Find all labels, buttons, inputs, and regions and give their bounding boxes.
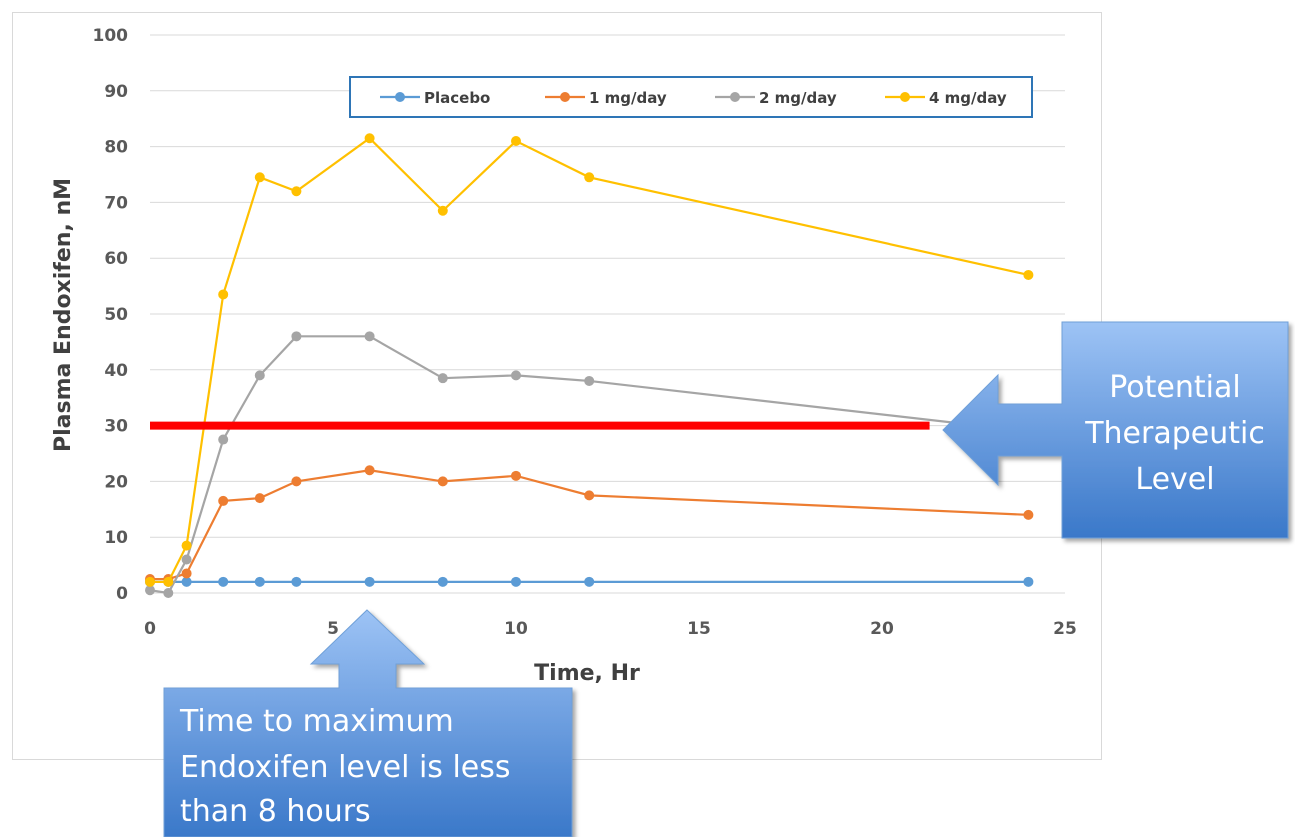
x-tick-label: 25 — [1053, 619, 1077, 639]
x-axis-title: Time, Hr — [534, 661, 640, 686]
x-tick-label: 0 — [144, 619, 156, 639]
data-point — [511, 370, 521, 381]
tmax-callout-line: Time to maximum — [179, 704, 454, 739]
tmax-callout-line: than 8 hours — [180, 794, 371, 829]
data-point — [291, 186, 302, 197]
data-point — [218, 289, 229, 300]
legend-label: Placebo — [424, 89, 490, 107]
data-point — [511, 136, 521, 147]
data-point — [584, 576, 595, 587]
legend-item: 2 mg/day — [715, 89, 837, 107]
data-point — [364, 576, 375, 587]
therapeutic-callout-text: Potential Therapeutic Level — [1084, 370, 1265, 497]
therapeutic-callout-line: Level — [1135, 462, 1214, 497]
gridlines — [150, 34, 1065, 594]
y-axis-title: Plasma Endoxifen, nM — [51, 178, 76, 452]
data-point — [291, 476, 302, 487]
y-tick-label: 60 — [104, 249, 128, 269]
series-line — [149, 335, 1029, 595]
legend-item: Placebo — [380, 89, 490, 107]
y-tick-labels: 0 10 20 30 40 50 60 70 80 90 100 — [93, 26, 129, 604]
data-point — [181, 540, 192, 551]
data-point — [1023, 269, 1034, 280]
legend-marker — [395, 92, 405, 102]
series-4-mg-day — [145, 133, 1034, 587]
x-tick-labels: 0 5 10 15 20 25 — [144, 619, 1077, 639]
legend-marker — [560, 92, 570, 102]
y-tick-label: 10 — [104, 528, 128, 548]
data-point — [254, 576, 265, 587]
x-tick-label: 10 — [504, 619, 528, 639]
therapeutic-level-callout — [942, 321, 1289, 539]
data-point — [254, 172, 265, 183]
data-point — [511, 470, 521, 481]
legend-label: 2 mg/day — [759, 89, 837, 107]
data-point — [181, 554, 192, 565]
legend-marker — [900, 92, 910, 102]
series-line — [150, 136, 1029, 583]
data-point — [1023, 509, 1034, 520]
data-point — [437, 476, 448, 487]
legend-marker — [730, 92, 740, 102]
data-point — [218, 576, 229, 587]
y-tick-label: 70 — [104, 193, 128, 213]
tmax-callout-text: Time to maximum Endoxifen level is less th… — [179, 704, 511, 829]
y-tick-label: 0 — [116, 584, 128, 604]
therapeutic-callout-line: Potential — [1109, 370, 1240, 405]
data-point — [218, 434, 229, 445]
data-point — [254, 370, 265, 381]
data-point — [511, 576, 521, 587]
data-point — [163, 588, 174, 598]
series-1-mg-day — [145, 465, 1034, 585]
legend-item: 1 mg/day — [545, 89, 667, 107]
data-point — [437, 576, 448, 587]
data-point — [291, 576, 302, 587]
series-2-mg-day — [145, 331, 1034, 598]
y-tick-label: 90 — [104, 82, 128, 102]
data-point — [181, 576, 192, 587]
data-point — [584, 490, 595, 501]
y-tick-label: 50 — [104, 305, 128, 325]
series-group — [145, 133, 1034, 598]
therapeutic-callout-line: Therapeutic — [1084, 416, 1265, 451]
data-point — [584, 172, 595, 183]
tmax-callout-line: Endoxifen level is less — [180, 750, 511, 785]
chart-frame — [12, 12, 1102, 760]
data-point — [291, 331, 302, 342]
data-point — [364, 331, 375, 342]
x-tick-label: 5 — [327, 619, 339, 639]
y-tick-label: 30 — [104, 417, 128, 437]
data-point — [364, 133, 375, 144]
data-point — [145, 576, 155, 587]
data-point — [437, 205, 448, 216]
data-point — [584, 375, 595, 386]
y-tick-label: 40 — [104, 361, 128, 381]
y-tick-label: 100 — [93, 26, 129, 46]
data-point — [218, 495, 229, 506]
y-tick-label: 80 — [104, 138, 128, 158]
data-point — [1023, 576, 1034, 587]
data-point — [181, 568, 192, 579]
data-point — [145, 585, 155, 596]
x-tick-label: 20 — [870, 619, 894, 639]
data-point — [254, 493, 265, 504]
series-line — [150, 469, 1029, 581]
legend-label: 1 mg/day — [589, 89, 667, 107]
tmax-callout — [163, 609, 573, 837]
data-point — [364, 465, 375, 476]
x-tick-label: 15 — [687, 619, 711, 639]
legend-item: 4 mg/day — [885, 89, 1007, 107]
data-point — [163, 576, 174, 587]
data-point — [437, 373, 448, 384]
y-tick-label: 20 — [104, 472, 128, 492]
series-placebo — [145, 576, 1034, 587]
legend-label: 4 mg/day — [929, 89, 1007, 107]
legend: Placebo 1 mg/day 2 mg/day 4 mg/day — [349, 76, 1033, 118]
